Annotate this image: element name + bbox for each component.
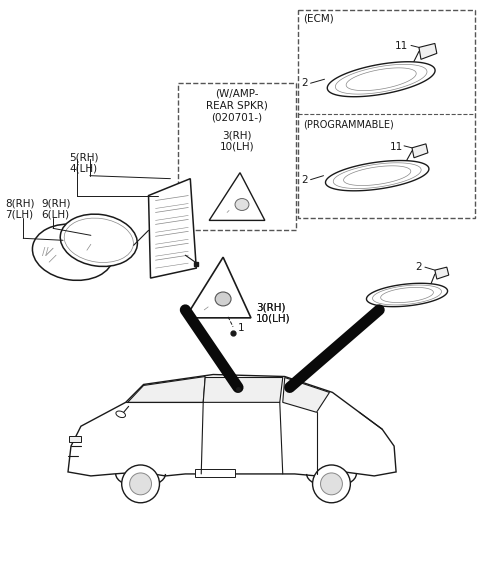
- Ellipse shape: [235, 198, 249, 211]
- Polygon shape: [283, 378, 329, 412]
- Text: 8(RH): 8(RH): [5, 198, 35, 208]
- Text: 11: 11: [395, 41, 408, 51]
- Ellipse shape: [312, 465, 350, 503]
- Ellipse shape: [33, 224, 114, 281]
- Text: (ECM): (ECM): [302, 13, 334, 24]
- Text: 2: 2: [415, 262, 421, 272]
- Ellipse shape: [122, 465, 159, 503]
- Text: 6(LH): 6(LH): [41, 210, 69, 219]
- Text: 3(RH): 3(RH): [256, 303, 286, 313]
- Bar: [69, 436, 81, 442]
- Ellipse shape: [60, 214, 137, 267]
- Polygon shape: [435, 267, 449, 279]
- Ellipse shape: [116, 411, 125, 417]
- Text: 3(RH): 3(RH): [256, 303, 286, 313]
- Text: 2: 2: [301, 78, 308, 88]
- Text: 5(RH): 5(RH): [69, 153, 98, 163]
- Polygon shape: [203, 378, 283, 402]
- Text: (PROGRAMMABLE): (PROGRAMMABLE): [302, 119, 394, 129]
- Polygon shape: [412, 144, 428, 158]
- Text: 11: 11: [390, 142, 403, 152]
- Polygon shape: [185, 257, 251, 318]
- Polygon shape: [419, 44, 437, 59]
- Text: (020701-): (020701-): [212, 112, 263, 122]
- Text: 4(LH): 4(LH): [69, 164, 97, 174]
- Polygon shape: [209, 173, 265, 221]
- Bar: [195, 469, 235, 477]
- Polygon shape: [327, 62, 435, 97]
- Polygon shape: [148, 179, 196, 278]
- Text: 10(LH): 10(LH): [220, 142, 254, 152]
- Ellipse shape: [321, 473, 342, 495]
- Polygon shape: [68, 374, 396, 476]
- Ellipse shape: [215, 292, 231, 306]
- Text: (W/AMP-: (W/AMP-: [215, 88, 259, 98]
- Polygon shape: [325, 161, 429, 191]
- Bar: [298, 10, 475, 218]
- Polygon shape: [128, 377, 205, 402]
- Text: 10(LH): 10(LH): [256, 314, 290, 324]
- Text: 10(LH): 10(LH): [256, 314, 290, 324]
- Text: 1: 1: [238, 323, 245, 333]
- Text: 7(LH): 7(LH): [5, 210, 34, 219]
- Text: 3(RH): 3(RH): [222, 131, 252, 141]
- Text: REAR SPKR): REAR SPKR): [206, 100, 268, 110]
- Ellipse shape: [130, 473, 152, 495]
- Text: //: //: [42, 247, 48, 257]
- Text: 2: 2: [301, 175, 308, 184]
- Text: 9(RH): 9(RH): [41, 198, 71, 208]
- Bar: [179, 83, 296, 230]
- Polygon shape: [366, 283, 447, 307]
